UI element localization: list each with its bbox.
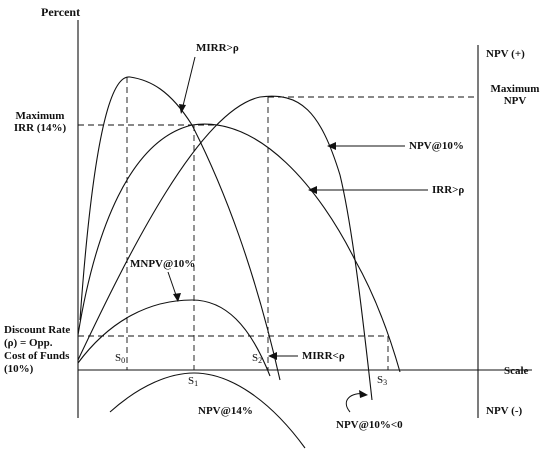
npv10-label: NPV@10% [409,140,464,152]
s0-subscript: 0 [121,356,126,365]
mnpv10-curve [77,299,271,377]
npv-positive-label: NPV (+) [486,48,525,60]
mnpv10-arrow [167,271,178,299]
irr-gt-arrowhead [308,186,317,194]
s1-label: S1 [188,375,198,388]
mnpv10-label: MNPV@10% [130,258,196,270]
s0-letter: S [115,352,122,364]
mnpv10-arrowhead [173,293,181,302]
max-irr-line2: IRR (14%) [13,122,67,134]
npv10-curve [77,95,373,401]
s3-label: S3 [377,374,387,387]
guide-lines [78,77,478,370]
max-irr-label: Maximum IRR (14%) [8,110,72,134]
mirr-gt-arrowhead [179,104,186,114]
max-npv-label: Maximum NPV [486,83,544,107]
mirr-curve [79,76,281,381]
npv10-arrowhead [327,142,336,150]
max-npv-line2: NPV [503,95,527,107]
s1-letter: S [188,375,195,387]
discount-line1: Discount Rate [4,324,71,336]
npv10-neg-arrowhead [359,390,368,398]
mirr-lt-arrowhead [268,352,277,360]
npv-negative-label: NPV (-) [486,405,523,417]
max-npv-line1: Maximum [490,83,540,95]
mirr-lt-label: MIRR<ρ [302,350,345,362]
s0-label: S0 [115,352,125,365]
discount-line4: (10%) [4,363,34,375]
npv14-curve [109,372,306,449]
s1-subscript: 1 [194,379,199,388]
max-irr-line1: Maximum [15,110,65,122]
y-axis-title: Percent [41,5,81,19]
discount-line3: Cost of Funds [4,350,70,362]
s3-letter: S [377,374,384,386]
npv10-neg-label: NPV@10%<0 [336,419,403,431]
irr-curve [77,123,401,373]
x-axis-title: Scale [504,365,529,377]
s2-letter: S [252,352,259,364]
s3-subscript: 3 [383,378,388,387]
discount-rate-label: Discount Rate (ρ) = Opp. Cost of Funds (… [4,324,70,376]
mirr-gt-arrow [181,56,196,111]
arrowheads [173,104,368,398]
discount-line2: (ρ) = Opp. [4,337,53,349]
irr-gt-label: IRR>ρ [432,184,465,196]
npv14-label: NPV@14% [198,405,253,417]
mirr-gt-label: MIRR>ρ [196,42,239,54]
s2-label: S2 [252,352,262,365]
s2-subscript: 2 [258,356,263,365]
callout-arrows [167,56,428,413]
